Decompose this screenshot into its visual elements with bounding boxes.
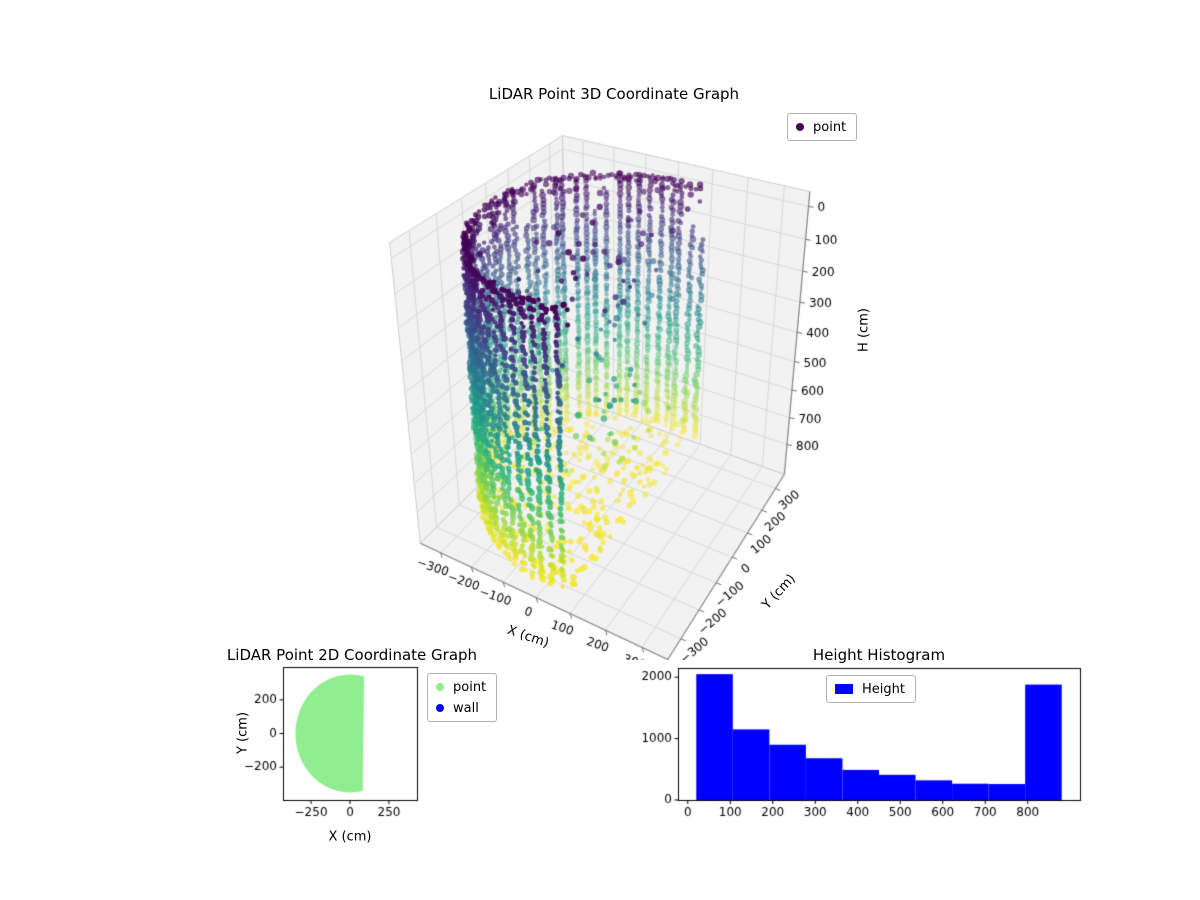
- plot2d-legend: point wall: [427, 673, 498, 722]
- point-marker-icon: [436, 683, 444, 691]
- plot2d-yaxis-label: Y (cm): [235, 711, 251, 755]
- histogram-legend: Height: [826, 675, 916, 703]
- legend-item-point: point: [796, 117, 846, 137]
- plot3d-title: LiDAR Point 3D Coordinate Graph: [488, 85, 740, 103]
- plot2d-xaxis-label: X (cm): [328, 829, 372, 845]
- legend-item-height: Height: [835, 679, 905, 699]
- point-marker-icon: [796, 123, 804, 131]
- legend-item-point: point: [436, 677, 486, 697]
- legend-label-height: Height: [862, 681, 905, 697]
- legend-label-point: point: [813, 119, 847, 135]
- plot3d-canvas: [370, 100, 870, 660]
- plot3d-legend: point: [787, 113, 858, 141]
- height-patch-icon: [835, 684, 853, 694]
- legend-label-point: point: [453, 679, 487, 695]
- plot3d-haxis-label: H (cm): [856, 308, 872, 352]
- legend-label-wall: wall: [453, 700, 479, 716]
- wall-marker-icon: [436, 704, 444, 712]
- legend-item-wall: wall: [436, 698, 486, 718]
